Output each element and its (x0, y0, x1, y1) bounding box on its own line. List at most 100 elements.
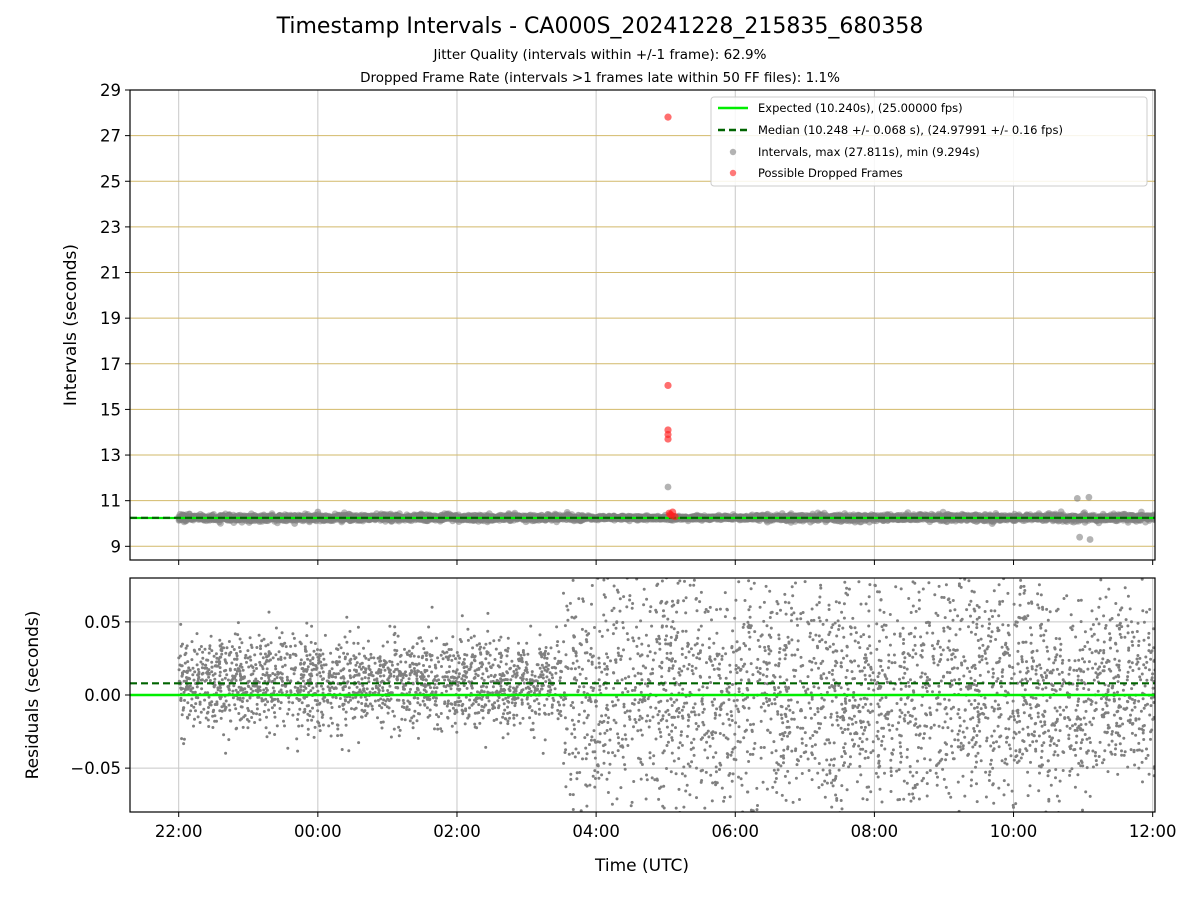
residual-point (314, 664, 318, 667)
residual-point (499, 721, 503, 725)
residual-point (386, 689, 390, 692)
residual-point (453, 712, 457, 716)
residual-point (243, 687, 247, 691)
residual-point (538, 647, 542, 651)
residual-point (201, 650, 205, 654)
residual-point (538, 633, 542, 637)
residual-point (263, 703, 267, 707)
residual-point (508, 711, 512, 715)
residual-point (347, 686, 351, 690)
residual-point (503, 708, 507, 712)
residual-point (378, 664, 382, 668)
residual-point (249, 687, 253, 691)
residual-point (355, 685, 359, 689)
residual-point (537, 702, 541, 706)
residual-point (254, 677, 258, 681)
residual-point (317, 661, 320, 665)
residual-point (482, 646, 486, 650)
residual-point (396, 662, 400, 666)
residual-point (315, 703, 319, 707)
residual-point (292, 672, 296, 676)
residual-point (218, 709, 222, 713)
residual-point (283, 641, 287, 645)
residual-point (314, 652, 318, 656)
residual-point (510, 701, 514, 705)
residual-point (487, 661, 491, 665)
residual-point (177, 656, 181, 660)
residual-point (349, 698, 352, 702)
residual-point (532, 736, 536, 740)
residual-point (274, 667, 278, 671)
residual-point (295, 737, 299, 741)
residual-point (187, 713, 191, 717)
residual-point (556, 662, 560, 666)
residual-point (407, 649, 411, 653)
residual-point (486, 651, 490, 655)
residual-point (382, 674, 386, 678)
residual-point (308, 709, 312, 713)
residual-point (315, 666, 319, 670)
residual-point (191, 673, 195, 677)
residual-point (268, 731, 272, 735)
residual-point (213, 672, 217, 676)
residual-point (434, 690, 438, 694)
residual-point (545, 675, 549, 679)
residual-point (264, 726, 268, 730)
residual-point (208, 679, 212, 682)
residual-point (505, 654, 509, 658)
residual-point (428, 653, 432, 657)
residual-point (543, 712, 547, 716)
residual-point (451, 706, 455, 710)
residual-point (213, 714, 217, 718)
residual-point (370, 704, 374, 708)
residual-point (512, 686, 515, 690)
residual-point (211, 726, 215, 729)
residual-point (490, 703, 494, 707)
residual-point (338, 697, 342, 700)
residual-point (261, 673, 265, 676)
residual-point (260, 676, 263, 680)
residual-point (514, 701, 517, 705)
residual-point (373, 699, 377, 703)
residual-point (356, 641, 360, 645)
residual-point (309, 662, 313, 666)
residual-point (275, 724, 279, 728)
residual-point (231, 674, 235, 678)
residual-point (482, 678, 486, 682)
residual-point (344, 723, 348, 727)
intervals-y-tick-label: 11 (100, 492, 121, 511)
residual-point (468, 698, 472, 702)
residual-point (512, 695, 516, 699)
residual-point (253, 653, 257, 657)
residual-point (392, 633, 396, 637)
residual-point (311, 663, 315, 667)
residual-point (538, 666, 542, 670)
residual-point (456, 654, 460, 658)
residual-point (478, 721, 482, 725)
residual-point (409, 687, 412, 691)
residual-point (250, 716, 254, 719)
residual-point (536, 684, 540, 688)
residual-point (552, 699, 556, 702)
residual-point (436, 727, 440, 731)
residual-point (431, 679, 435, 683)
residual-point (246, 726, 250, 730)
residual-point (346, 662, 350, 666)
residual-point (531, 721, 535, 725)
residual-point (541, 683, 545, 687)
residual-point (543, 703, 546, 707)
residual-point (545, 697, 549, 701)
residual-point (519, 653, 523, 657)
residual-point (515, 713, 519, 717)
residual-point (559, 659, 563, 663)
residual-point (180, 737, 184, 741)
residual-point (402, 682, 406, 686)
residual-point (273, 715, 277, 719)
residual-point (274, 626, 278, 630)
residual-point (543, 656, 547, 660)
residual-point (412, 696, 416, 700)
residual-point (433, 682, 437, 686)
